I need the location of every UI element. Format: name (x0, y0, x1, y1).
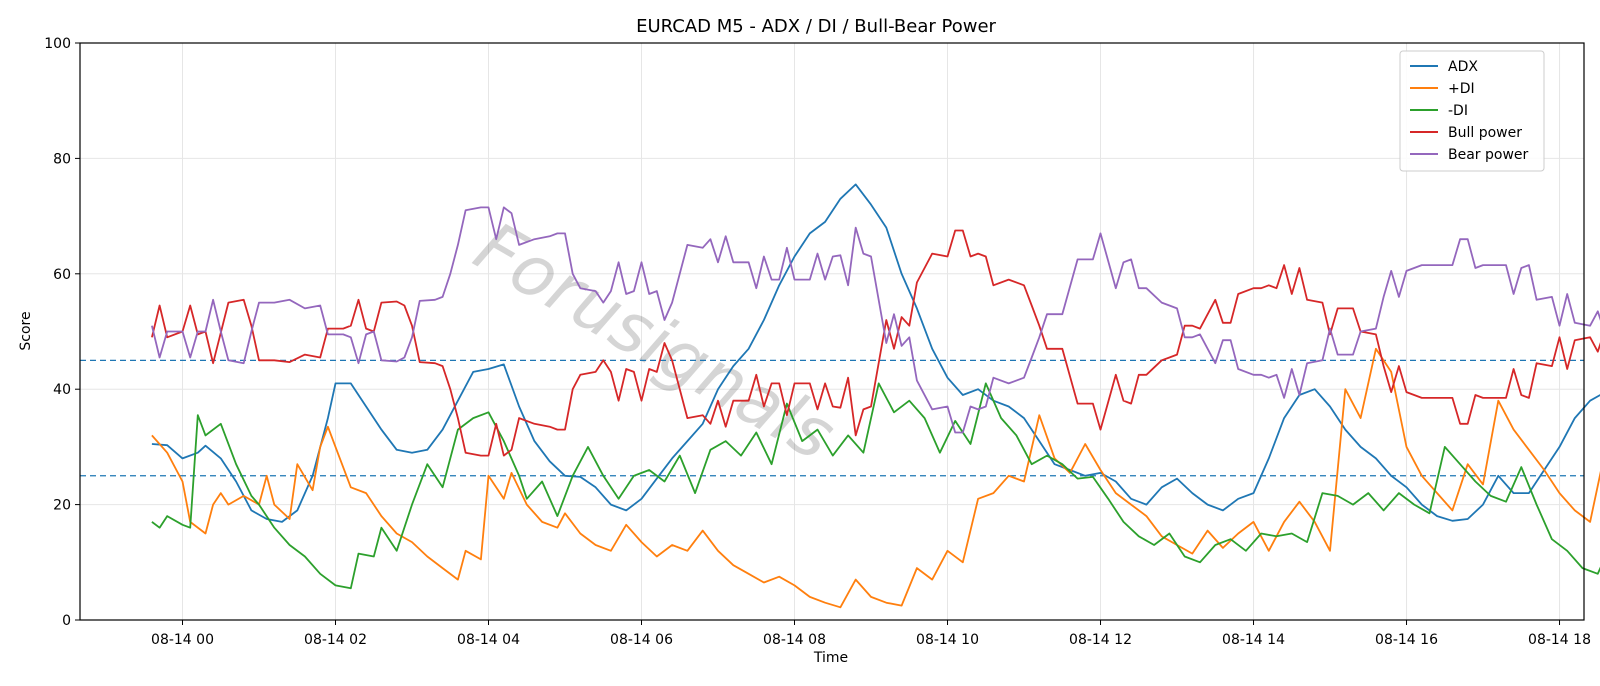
legend: ADX +DI -DI Bull power Bear power (1399, 50, 1545, 172)
y-axis: 0 20 40 60 80 100 (44, 36, 80, 629)
x-tick-label: 08-14 02 (304, 632, 367, 648)
y-tick-label: 40 (53, 382, 71, 398)
legend-box (1399, 50, 1545, 172)
x-tick-label: 08-14 06 (610, 632, 673, 648)
legend-label: -DI (1448, 103, 1468, 119)
x-tick-label: 08-14 10 (916, 632, 979, 648)
x-tick-label: 08-14 04 (457, 632, 520, 648)
x-tick-label: 08-14 00 (151, 632, 214, 648)
series-line-adx (151, 183, 1600, 523)
series-line-di (151, 382, 1600, 590)
x-axis: 08-14 00 08-14 02 08-14 04 08-14 06 08-14 08… (151, 620, 1591, 648)
series-lines (151, 183, 1600, 609)
legend-label: Bear power (1448, 147, 1529, 163)
series-line-di (151, 347, 1600, 609)
y-tick-label: 60 (53, 267, 71, 283)
legend-label: Bull power (1448, 125, 1522, 141)
x-tick-label: 08-14 14 (1222, 632, 1285, 648)
series-line-bull-power (151, 229, 1600, 457)
chart-title: EURCAD M5 - ADX / DI / Bull-Bear Power (636, 16, 996, 37)
x-tick-label: 08-14 08 (763, 632, 826, 648)
x-axis-label: Time (813, 650, 848, 666)
legend-label: ADX (1448, 59, 1478, 75)
y-tick-label: 100 (44, 36, 71, 52)
y-axis-label: Score (18, 311, 34, 350)
y-tick-label: 0 (62, 613, 71, 629)
x-tick-label: 08-14 18 (1528, 632, 1591, 648)
y-tick-label: 80 (53, 151, 71, 167)
x-tick-label: 08-14 16 (1375, 632, 1438, 648)
x-tick-label: 08-14 12 (1069, 632, 1132, 648)
series-line-bear-power (151, 206, 1600, 434)
y-tick-label: 20 (53, 498, 71, 514)
legend-label: +DI (1448, 81, 1475, 97)
reference-lines (80, 359, 1584, 477)
plot-frame (79, 42, 1585, 621)
